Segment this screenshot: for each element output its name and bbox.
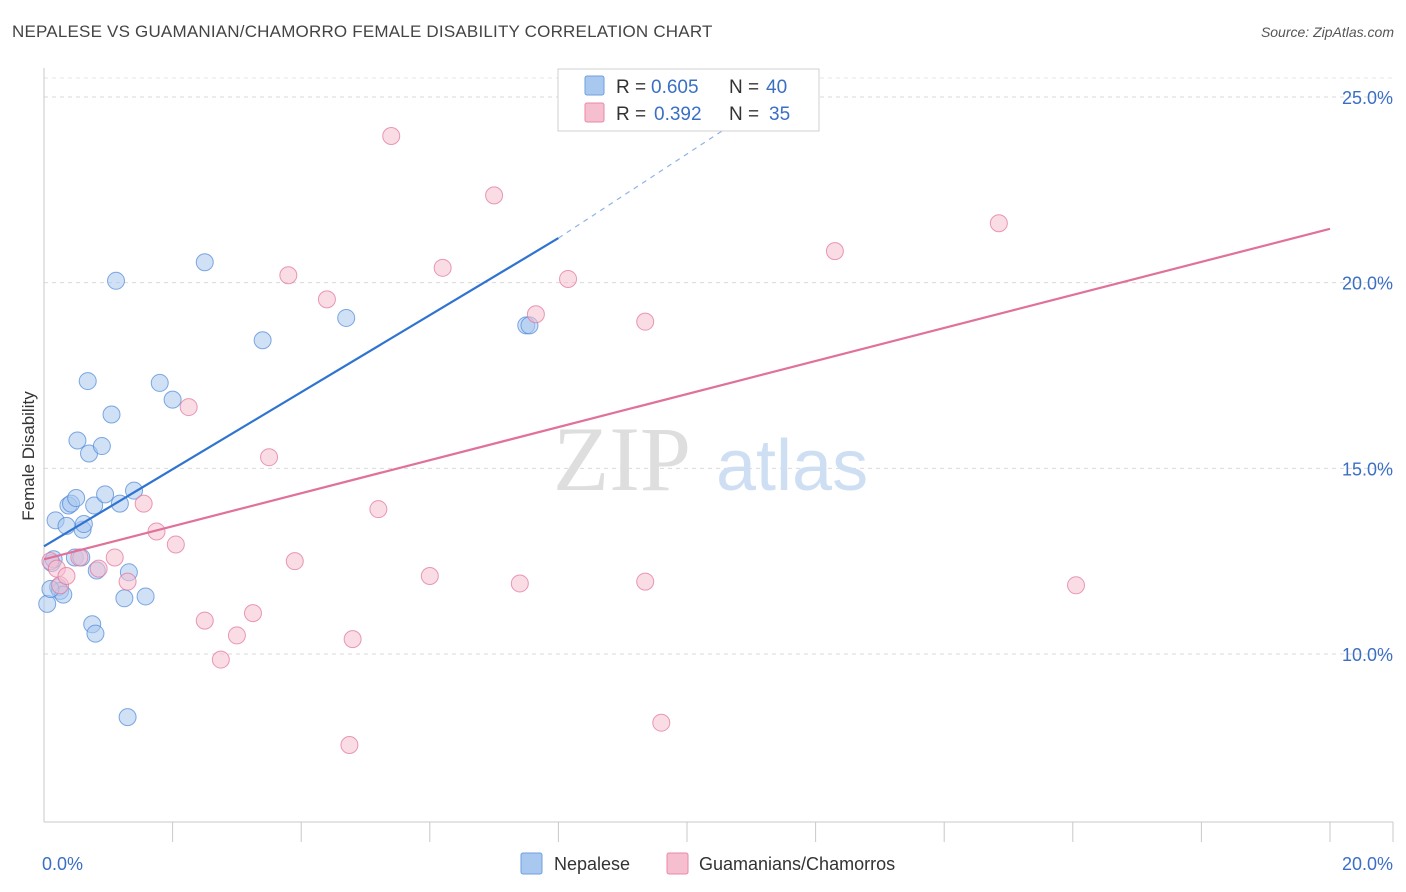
y-tick-labels: 10.0% 15.0% 20.0% 25.0% bbox=[1342, 88, 1393, 665]
bottom-legend-label-guamanians: Guamanians/Chamorros bbox=[699, 854, 895, 874]
point-nepalese-0 bbox=[38, 594, 57, 613]
point-nepalese-15 bbox=[78, 372, 97, 391]
axes bbox=[43, 68, 1394, 842]
point-guamanian-30 bbox=[636, 572, 655, 591]
point-guamanian-35 bbox=[1067, 576, 1086, 595]
point-nepalese-34 bbox=[253, 331, 272, 350]
point-guamanian-6 bbox=[105, 548, 124, 567]
point-nepalese-21 bbox=[92, 437, 111, 456]
point-guamanian-24 bbox=[420, 567, 439, 586]
legend-n-value-1: 35 bbox=[769, 104, 790, 125]
y-axis-title: Female Disability bbox=[19, 391, 38, 521]
point-guamanian-20 bbox=[340, 735, 359, 754]
y-tick-label-0: 10.0% bbox=[1342, 645, 1393, 665]
point-guamanian-27 bbox=[510, 574, 529, 593]
trendline-guamanians bbox=[43, 227, 1331, 561]
point-nepalese-26 bbox=[115, 589, 134, 608]
point-guamanian-21 bbox=[343, 630, 362, 649]
point-nepalese-11 bbox=[68, 431, 87, 450]
point-guamanian-31 bbox=[636, 312, 655, 331]
point-nepalese-32 bbox=[163, 390, 182, 409]
point-nepalese-31 bbox=[150, 373, 169, 392]
trendline-nepalese bbox=[43, 237, 559, 548]
point-guamanian-28 bbox=[526, 305, 545, 324]
point-guamanian-29 bbox=[559, 269, 578, 288]
y-tick-label-3: 25.0% bbox=[1342, 88, 1393, 108]
legend-r-value-0: 0.605 bbox=[651, 77, 699, 98]
point-nepalese-35 bbox=[337, 308, 356, 327]
point-guamanian-23 bbox=[382, 126, 401, 145]
legend-r-label-0: R = bbox=[616, 77, 646, 98]
point-guamanian-15 bbox=[243, 604, 262, 623]
point-nepalese-30 bbox=[136, 587, 155, 606]
bottom-legend-label-nepalese: Nepalese bbox=[554, 854, 630, 874]
legend-r-value-1: 0.392 bbox=[654, 104, 702, 125]
point-guamanian-26 bbox=[485, 186, 504, 205]
bottom-legend-swatch-nepalese bbox=[520, 852, 543, 875]
point-guamanian-34 bbox=[989, 214, 1008, 233]
point-nepalese-24 bbox=[107, 271, 126, 290]
point-guamanian-10 bbox=[166, 535, 185, 554]
source-label: Source: ZipAtlas.com bbox=[1260, 24, 1394, 40]
trendlines bbox=[43, 111, 1331, 561]
point-guamanian-18 bbox=[285, 552, 304, 571]
legend-n-label-0: N = bbox=[729, 77, 759, 98]
point-nepalese-22 bbox=[96, 485, 115, 504]
point-guamanian-33 bbox=[825, 242, 844, 261]
x-tick-label-1: 20.0% bbox=[1342, 854, 1393, 874]
point-guamanian-12 bbox=[195, 611, 214, 630]
point-nepalese-10 bbox=[67, 489, 86, 508]
point-nepalese-19 bbox=[86, 624, 105, 643]
point-guamanian-25 bbox=[433, 258, 452, 277]
legend-r-label-1: R = bbox=[616, 104, 646, 125]
correlation-legend: R = 0.605 N = 40 R = 0.392 N = 35 bbox=[557, 68, 820, 132]
x-tick-labels: 0.0% 20.0% bbox=[42, 854, 1393, 874]
trendline-nepalese-extension bbox=[558, 111, 752, 239]
point-nepalese-23 bbox=[102, 405, 121, 424]
legend-n-value-0: 40 bbox=[766, 77, 787, 98]
point-guamanian-11 bbox=[179, 398, 198, 417]
grid-lines bbox=[44, 77, 1393, 655]
point-guamanian-17 bbox=[279, 266, 298, 285]
series-legend: Nepalese Guamanians/Chamorros bbox=[520, 852, 895, 875]
point-guamanian-13 bbox=[211, 650, 230, 669]
legend-swatch-guamanians bbox=[584, 102, 605, 123]
point-guamanian-22 bbox=[369, 500, 388, 519]
point-guamanian-32 bbox=[652, 713, 671, 732]
x-tick-label-0: 0.0% bbox=[42, 854, 83, 874]
point-guamanian-19 bbox=[317, 290, 336, 309]
legend-n-label-1: N = bbox=[729, 104, 759, 125]
data-points bbox=[38, 126, 1086, 754]
watermark: ZIP atlas bbox=[553, 408, 868, 510]
point-nepalese-33 bbox=[195, 253, 214, 272]
point-guamanian-5 bbox=[89, 559, 108, 578]
point-guamanian-8 bbox=[134, 494, 153, 513]
y-tick-label-2: 20.0% bbox=[1342, 274, 1393, 294]
point-guamanian-14 bbox=[227, 626, 246, 645]
bottom-legend-swatch-guamanians bbox=[666, 852, 689, 875]
point-guamanian-7 bbox=[118, 572, 137, 591]
point-guamanian-4 bbox=[70, 548, 89, 567]
point-guamanian-3 bbox=[57, 567, 76, 586]
point-nepalese-27 bbox=[118, 708, 137, 727]
point-nepalese-18 bbox=[85, 496, 104, 515]
watermark-atlas: atlas bbox=[716, 426, 868, 506]
chart-title: NEPALESE VS GUAMANIAN/CHAMORRO FEMALE DI… bbox=[12, 22, 713, 41]
y-tick-label-1: 15.0% bbox=[1342, 459, 1393, 479]
legend-swatch-nepalese bbox=[584, 75, 605, 96]
watermark-zip: ZIP bbox=[553, 408, 691, 510]
point-guamanian-16 bbox=[260, 448, 279, 467]
